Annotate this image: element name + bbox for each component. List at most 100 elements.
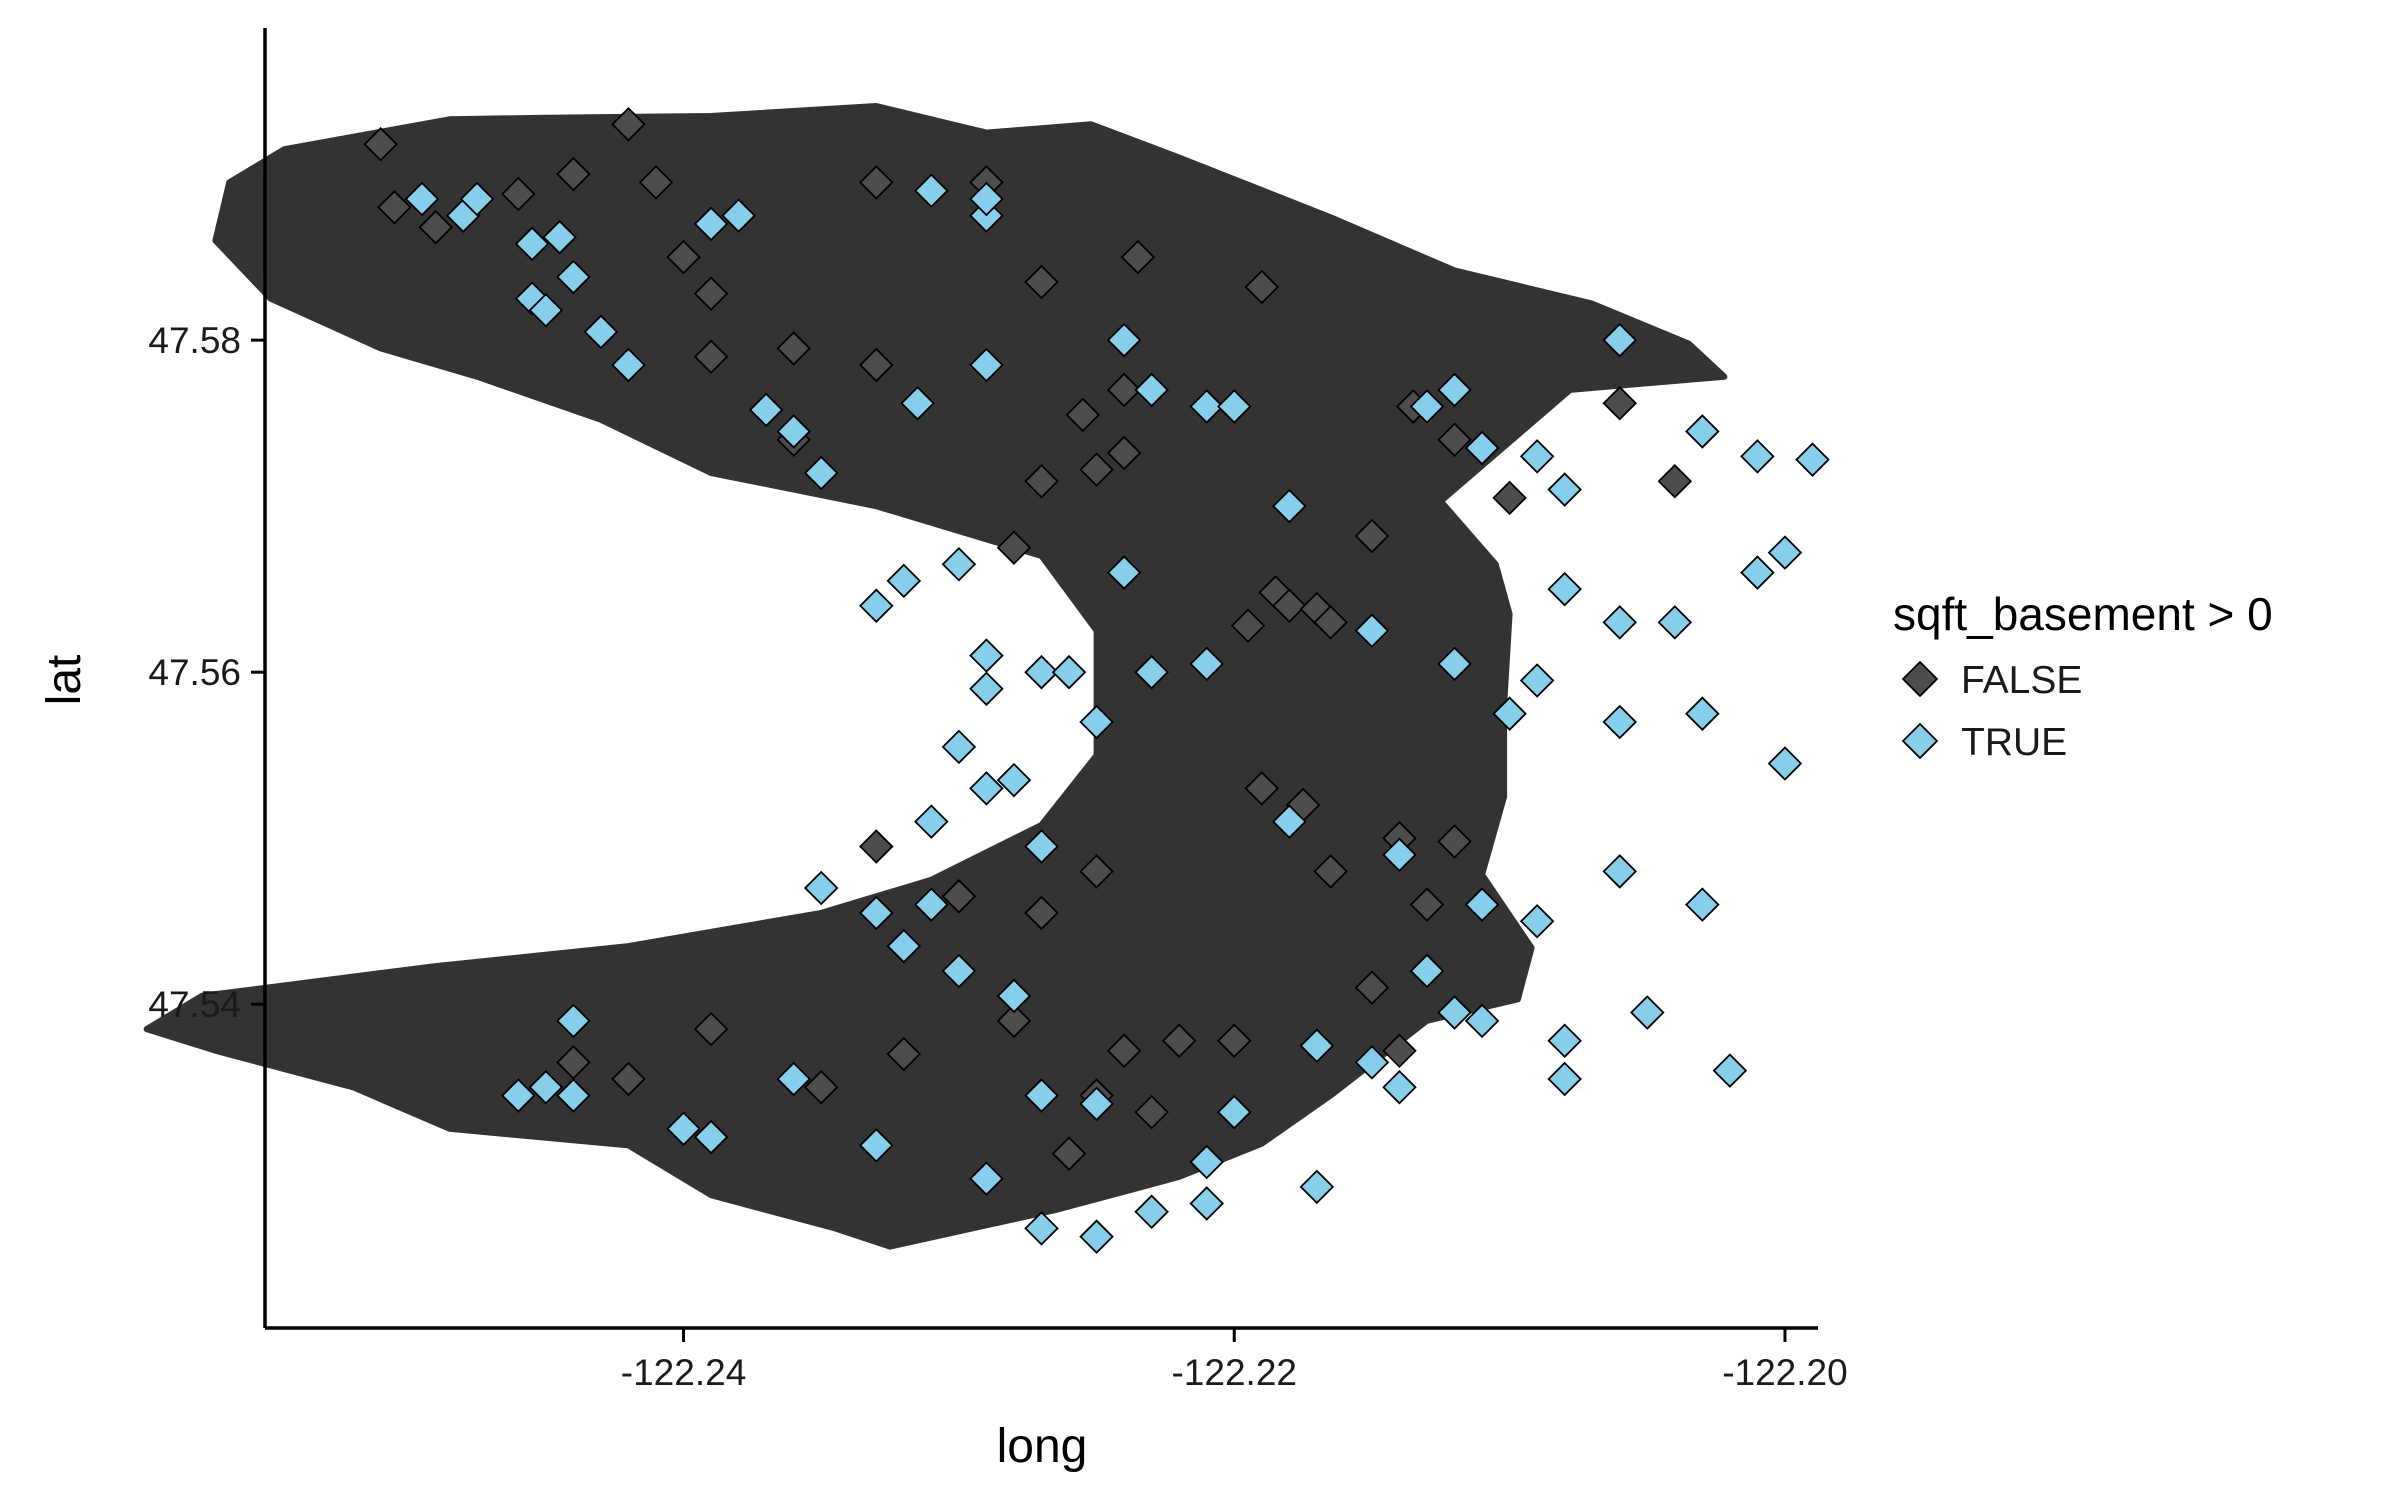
point-true (1409, 953, 1445, 989)
point-true (1657, 605, 1693, 640)
point-true (459, 181, 495, 217)
point-true (803, 455, 839, 491)
point-false (803, 1069, 839, 1105)
point-true (1216, 1094, 1252, 1130)
point-true (1382, 837, 1417, 873)
point-true (1079, 704, 1114, 740)
point-true (969, 1161, 1004, 1196)
point-true (1437, 372, 1472, 408)
point-true (1409, 389, 1445, 424)
x-tick-label: -122.20 (1722, 1352, 1848, 1393)
point-true (1299, 1028, 1335, 1064)
point-false (996, 1003, 1032, 1039)
point-true (1685, 696, 1720, 731)
point-false (1024, 463, 1059, 499)
point-false (501, 176, 536, 212)
point-true (1354, 1045, 1390, 1080)
point-true (1189, 646, 1224, 682)
point-true (886, 563, 922, 599)
legend-title: sqft_basement > 0 (1893, 588, 2273, 640)
point-true (1547, 1061, 1582, 1097)
point-true (859, 1128, 894, 1163)
point-true (776, 1061, 811, 1097)
point-true (859, 895, 894, 931)
point-false (1409, 887, 1445, 922)
y-axis-ticks: 47.54 47.56 47.58 (148, 320, 265, 1025)
point-true (1024, 1211, 1059, 1246)
point-false (776, 331, 811, 366)
point-true (914, 887, 949, 922)
point-false (1065, 397, 1101, 433)
point-false (886, 1036, 922, 1072)
point-true (1437, 995, 1472, 1030)
series-false (363, 107, 1693, 1171)
point-true (1024, 829, 1059, 864)
point-true (404, 181, 440, 217)
point-true (914, 173, 949, 208)
point-false (1602, 385, 1638, 421)
point-true (1492, 696, 1527, 731)
point-true (1519, 663, 1555, 698)
point-true (1106, 555, 1142, 590)
point-true (583, 314, 619, 350)
point-false (1106, 372, 1142, 408)
point-true (1685, 887, 1720, 922)
point-true (776, 414, 811, 449)
point-false (1024, 895, 1059, 931)
point-false (1244, 269, 1280, 305)
point-true (1740, 555, 1775, 590)
point-true (1547, 472, 1582, 507)
point-false (859, 347, 894, 383)
series-true (404, 173, 1830, 1254)
point-true (900, 385, 935, 421)
point-true (1079, 1219, 1114, 1254)
point-true (1602, 854, 1638, 889)
point-false (611, 1061, 646, 1097)
point-true (1767, 746, 1803, 781)
y-tick-label: 47.56 (148, 652, 241, 693)
point-false (996, 530, 1032, 565)
point-false (1079, 854, 1114, 889)
point-true (1134, 654, 1169, 690)
point-true (969, 181, 1004, 217)
point-false (1216, 1023, 1252, 1059)
point-true (941, 729, 977, 765)
point-true (611, 347, 646, 383)
point-false (666, 239, 701, 275)
point-false (693, 339, 729, 375)
point-false (1437, 824, 1472, 859)
point-true (1299, 1169, 1335, 1205)
point-true (1272, 488, 1307, 524)
point-false (693, 276, 729, 311)
x-tick-label: -122.24 (621, 1352, 747, 1393)
point-true (1685, 414, 1720, 449)
point-true (1272, 804, 1307, 839)
point-true (1437, 646, 1472, 682)
point-true (693, 206, 729, 242)
point-false (1024, 264, 1059, 300)
point-false (1120, 239, 1156, 275)
point-true (1712, 1053, 1748, 1088)
point-true (996, 762, 1032, 798)
point-true (1051, 654, 1087, 690)
y-tick-label: 47.54 (148, 984, 241, 1025)
point-true (1134, 372, 1169, 408)
point-true (996, 978, 1032, 1014)
point-false (1354, 970, 1390, 1005)
y-tick-label: 47.58 (148, 320, 241, 361)
point-true (1740, 439, 1775, 474)
point-false (859, 165, 894, 200)
point-true (542, 219, 577, 255)
point-false (1051, 1136, 1087, 1171)
point-false (1272, 588, 1307, 624)
point-true (1767, 535, 1803, 570)
point-true (1602, 322, 1638, 358)
point-true (1519, 439, 1555, 474)
point-false (1437, 422, 1472, 458)
point-false (1106, 435, 1142, 471)
point-true (1464, 1003, 1500, 1039)
point-true (1189, 1144, 1224, 1180)
point-true (1354, 613, 1390, 648)
point-true (1024, 654, 1059, 690)
